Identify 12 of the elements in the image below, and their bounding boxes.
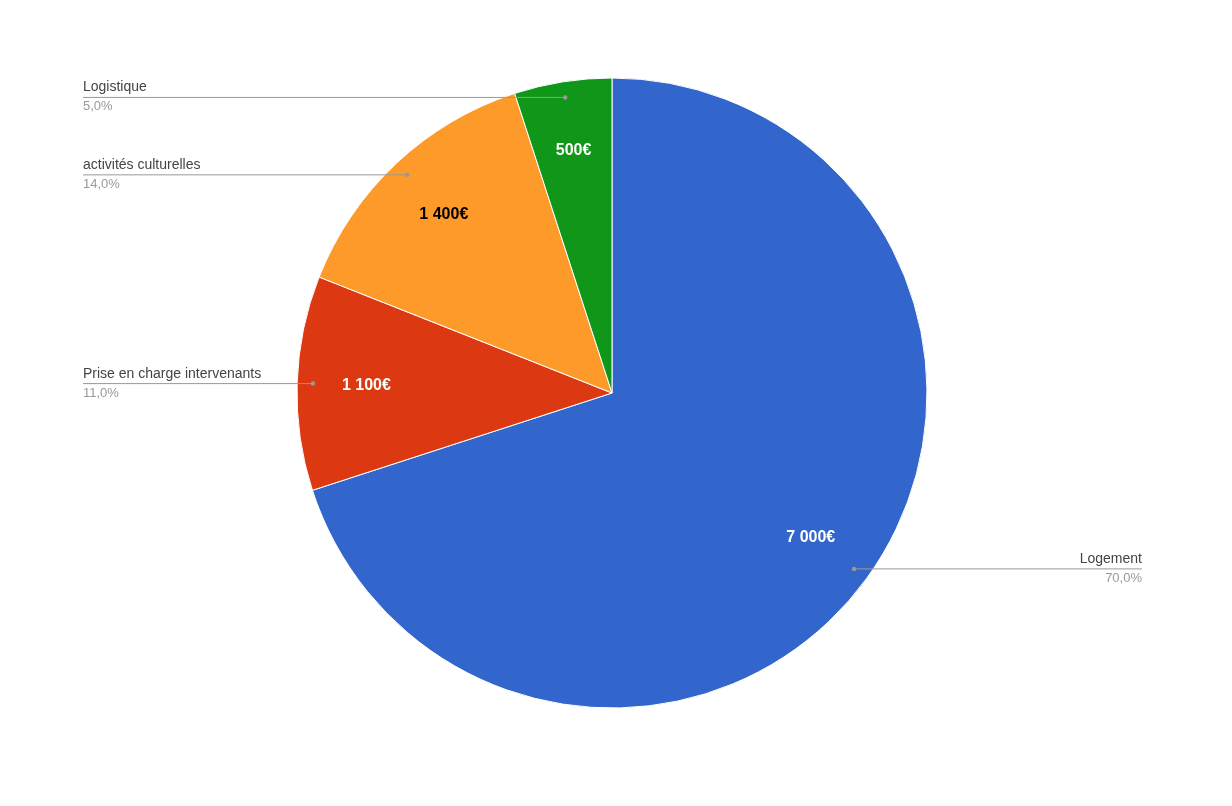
text: 5,0%: [83, 98, 114, 114]
data-label: 500€: [555, 141, 592, 159]
text: 11,0%: [83, 384, 120, 400]
slice-label: Logement: [1079, 549, 1143, 566]
slice-label: activités culturelles: [83, 155, 201, 172]
slice-label: Logistique: [83, 78, 148, 95]
text: 14,0%: [83, 175, 121, 191]
slice-label: Prise en charge intervenants: [83, 364, 262, 381]
data-label: 1 400€: [419, 204, 469, 222]
data-label: 1 100€: [341, 376, 391, 394]
text: 70,0%: [1105, 569, 1143, 585]
data-label: 7 000€: [786, 528, 836, 546]
